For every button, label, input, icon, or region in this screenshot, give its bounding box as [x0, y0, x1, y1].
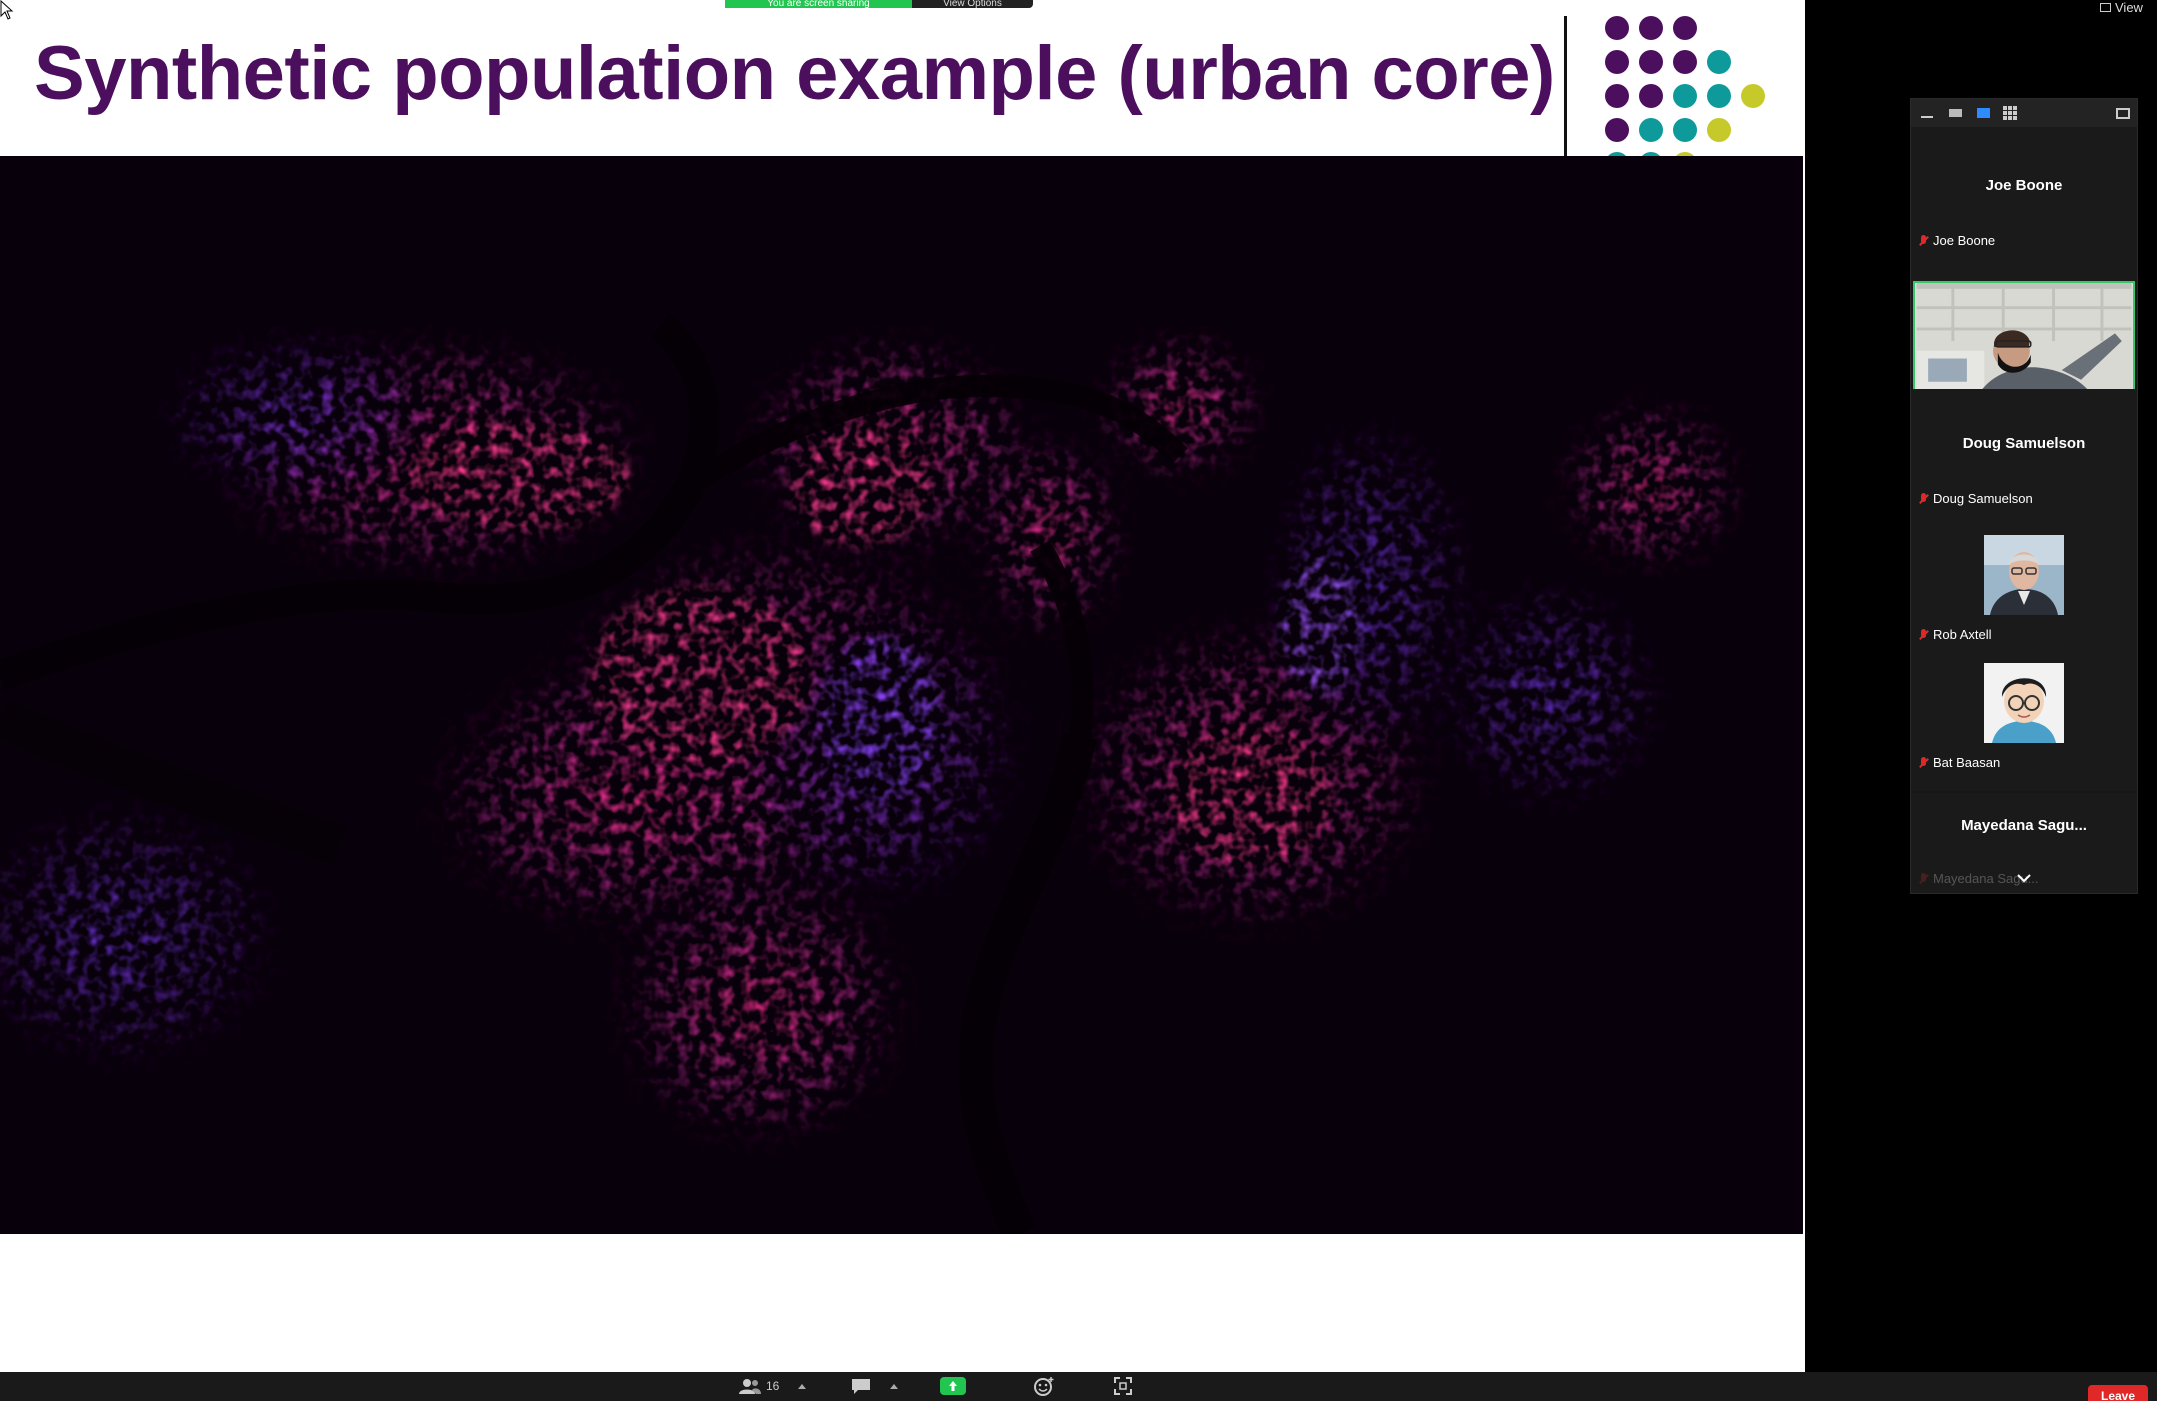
pop-out-icon[interactable]: [2115, 107, 2131, 119]
participants-menu-caret[interactable]: [798, 1375, 806, 1397]
single-video-icon[interactable]: [1947, 107, 1963, 119]
logo-dot: [1605, 84, 1629, 108]
reactions-icon: [1034, 1377, 1054, 1396]
logo-dot: [1639, 118, 1663, 142]
logo-dot: [1639, 50, 1663, 74]
avatar: [1984, 663, 2064, 743]
participant-tile[interactable]: Rob Axtell: [1911, 535, 2137, 663]
participant-label: Doug Samuelson: [1919, 491, 2033, 506]
logo-dot: [1639, 84, 1663, 108]
participant-video: ross: [1913, 281, 2135, 406]
mic-muted-icon: [1919, 234, 1928, 247]
participant-display-name: Mayedana Sagu...: [1961, 817, 2087, 834]
gallery-view-icon[interactable]: [2003, 106, 2017, 120]
participant-name: Joe Boone: [1933, 233, 1996, 248]
logo-dot: [1673, 16, 1697, 40]
logo-dot: [1639, 16, 1663, 40]
focus-corners-icon: [1114, 1377, 1132, 1395]
share-screen-button[interactable]: [940, 1375, 966, 1397]
logo-dot: [1707, 118, 1731, 142]
participant-name: Doug Samuelson: [1933, 491, 2033, 506]
participant-display-name: Doug Samuelson: [1962, 435, 2086, 452]
logo-dot: [1605, 50, 1629, 74]
mic-muted-icon: [1919, 628, 1928, 641]
logo-dot: [1707, 50, 1731, 74]
minimize-icon[interactable]: [1919, 107, 1935, 119]
mic-muted-icon: [1919, 872, 1928, 885]
leave-button[interactable]: Leave: [2088, 1385, 2148, 1401]
participant-label: Bat Baasan: [1919, 755, 2000, 770]
meeting-toolbar: 16: [0, 1372, 2157, 1401]
view-options-button[interactable]: View Options: [912, 0, 1033, 8]
apps-button[interactable]: [1113, 1375, 1133, 1397]
participant-tile[interactable]: Mayedana Sagu... Mayedana Sagu...: [1911, 793, 2137, 893]
mic-muted-icon: [1919, 756, 1928, 769]
participant-name: Bat Baasan: [1933, 755, 2001, 770]
view-layout-icon: [2100, 2, 2111, 12]
participant-label: Joe Boone: [1919, 233, 1995, 248]
participant-tile[interactable]: Joe Boone Joe Boone ross: [1911, 127, 2137, 406]
logo-dot: [1605, 118, 1629, 142]
caret-up-icon: [798, 1383, 806, 1389]
avatar: [1984, 535, 2064, 615]
gallery-toolbar: [1911, 99, 2137, 127]
participant-name: Mayedana Sagu...: [1933, 871, 2039, 886]
chat-menu-caret[interactable]: [890, 1375, 898, 1397]
mouse-cursor-icon: [0, 0, 14, 20]
participants-button[interactable]: 16: [738, 1375, 779, 1397]
participants-count: 16: [766, 1379, 780, 1393]
logo-dot: [1707, 84, 1731, 108]
decorative-dot-grid-icon: [1605, 16, 1765, 161]
participant-tile[interactable]: Bat Baasan: [1911, 663, 2137, 791]
logo-dot: [1741, 84, 1765, 108]
mic-muted-icon: [1919, 492, 1928, 505]
population-density-map: [0, 156, 1803, 1234]
video-feed-image: [1916, 283, 2132, 404]
map-image: [0, 156, 1803, 1234]
slide-title: Synthetic population example (urban core…: [34, 31, 1555, 116]
logo-dot: [1673, 118, 1697, 142]
shared-slide: Synthetic population example (urban core…: [0, 0, 1805, 1372]
screen-sharing-status: You are screen sharing: [725, 0, 912, 8]
participants-icon: [739, 1379, 761, 1394]
reactions-button[interactable]: [1033, 1375, 1055, 1397]
participant-display-name: Joe Boone: [1985, 177, 2063, 194]
view-button[interactable]: View: [2100, 0, 2143, 15]
logo-dot: [1605, 16, 1629, 40]
screen-share-banner: You are screen sharing View Options: [725, 0, 1033, 8]
participant-label: Mayedana Sagu...: [1919, 871, 2039, 886]
view-button-label: View: [2115, 0, 2143, 15]
caret-up-icon: [890, 1383, 898, 1389]
logo-dot: [1673, 84, 1697, 108]
chevron-down-icon[interactable]: [2016, 873, 2032, 883]
title-divider: [1564, 16, 1567, 156]
logo-dot: [1673, 50, 1697, 74]
participant-label: Rob Axtell: [1919, 627, 1992, 642]
chat-icon: [852, 1379, 870, 1394]
participant-name: Rob Axtell: [1933, 627, 1992, 642]
chat-button[interactable]: [850, 1375, 872, 1397]
share-screen-icon: [940, 1377, 966, 1395]
participant-gallery: Joe Boone Joe Boone ross: [1910, 98, 2138, 894]
speaker-view-icon[interactable]: [1975, 107, 1991, 119]
